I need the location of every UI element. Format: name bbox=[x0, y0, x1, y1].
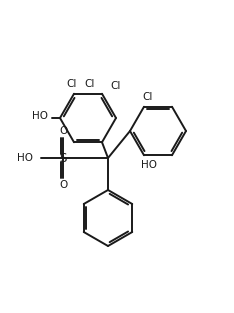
Text: HO: HO bbox=[17, 153, 33, 163]
Text: HO: HO bbox=[141, 160, 157, 170]
Text: S: S bbox=[59, 151, 67, 165]
Text: Cl: Cl bbox=[67, 79, 77, 89]
Text: HO: HO bbox=[32, 111, 48, 121]
Text: Cl: Cl bbox=[143, 92, 153, 102]
Text: O: O bbox=[60, 180, 68, 190]
Text: Cl: Cl bbox=[85, 79, 95, 89]
Text: O: O bbox=[60, 126, 68, 136]
Text: Cl: Cl bbox=[110, 81, 120, 91]
